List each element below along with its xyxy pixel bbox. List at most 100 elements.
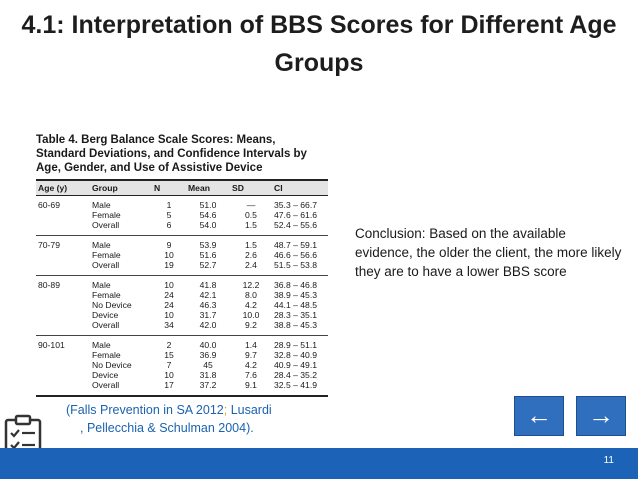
citation-line-1: (Falls Prevention in SA 2012; Lusardi — [66, 401, 272, 419]
table-row: No Device 24 46.3 4.2 44.1 – 48.5 — [36, 300, 328, 310]
table-row: Device 10 31.7 10.0 28.3 – 35.1 — [36, 310, 328, 320]
column-header-age: Age (y) — [36, 179, 90, 196]
cell-age — [36, 320, 90, 336]
table-header-row: Age (y) Group N Mean SD CI — [36, 179, 328, 196]
cell-age — [36, 350, 90, 360]
column-header-sd: SD — [230, 179, 272, 196]
cell-sd: 2.6 — [245, 250, 257, 260]
table-row: 70-79 Male 9 53.9 1.5 48.7 – 59.1 — [36, 236, 328, 251]
cell-n: 5 — [166, 210, 172, 220]
cell-mean: 53.9 — [199, 240, 217, 250]
table-row: Overall 17 37.2 9.1 32.5 – 41.9 — [36, 380, 328, 397]
table-row: 80-89 Male 10 41.8 12.2 36.8 – 46.8 — [36, 276, 328, 291]
cell-sd: 2.4 — [230, 260, 272, 276]
cell-age — [36, 380, 90, 397]
cell-mean: 36.9 — [199, 350, 217, 360]
previous-slide-button[interactable]: ← — [514, 396, 564, 436]
cell-age: 60-69 — [38, 200, 60, 210]
cell-ci: 32.8 – 40.9 — [274, 350, 318, 360]
cell-age — [36, 360, 90, 370]
cell-mean: 37.2 — [186, 380, 230, 397]
column-header-mean: Mean — [186, 179, 230, 196]
cell-group: Female — [92, 250, 121, 260]
cell-sd: 9.2 — [230, 320, 272, 336]
cell-n: 7 — [166, 360, 172, 370]
cell-group: Overall — [90, 220, 152, 236]
citation-part-2: Lusardi — [227, 403, 272, 417]
cell-sd: 7.6 — [245, 370, 257, 380]
cell-mean: 46.3 — [199, 300, 217, 310]
cell-group: Overall — [90, 380, 152, 397]
table-row: Female 24 42.1 8.0 38.9 – 45.3 — [36, 290, 328, 300]
cell-sd: 4.2 — [245, 300, 257, 310]
cell-group: Female — [92, 290, 121, 300]
cell-n: 17 — [152, 380, 186, 397]
cell-n: 24 — [164, 300, 174, 310]
cell-group: Device — [92, 370, 119, 380]
table-row: Overall 19 52.7 2.4 51.5 – 53.8 — [36, 260, 328, 276]
cell-group: Female — [92, 350, 121, 360]
cell-sd: — — [246, 200, 256, 210]
cell-mean: 54.6 — [199, 210, 217, 220]
page-number: 11 — [603, 455, 614, 466]
cell-mean: 42.0 — [186, 320, 230, 336]
table-row: Overall 6 54.0 1.5 52.4 – 55.6 — [36, 220, 328, 236]
table-row: Overall 34 42.0 9.2 38.8 – 45.3 — [36, 320, 328, 336]
cell-ci: 38.8 – 45.3 — [272, 320, 328, 336]
cell-age: 70-79 — [38, 240, 60, 250]
cell-ci: 44.1 – 48.5 — [274, 300, 318, 310]
cell-mean: 52.7 — [186, 260, 230, 276]
cell-ci: 35.3 – 66.7 — [274, 200, 318, 210]
cell-age — [36, 310, 90, 320]
cell-ci: 51.5 – 53.8 — [272, 260, 328, 276]
cell-mean: 42.1 — [199, 290, 217, 300]
table-row: Female 5 54.6 0.5 47.6 – 61.6 — [36, 210, 328, 220]
bbs-table-figure: Table 4. Berg Balance Scale Scores: Mean… — [36, 133, 328, 397]
cell-ci: 28.3 – 35.1 — [274, 310, 318, 320]
table-body: 60-69 Male 1 51.0 — 35.3 – 66.7 Female 5 54.6 0.5… — [36, 196, 328, 397]
cell-sd: 1.4 — [245, 340, 257, 350]
cell-group: Male — [92, 240, 111, 250]
cell-sd: 9.1 — [230, 380, 272, 397]
table-row: Female 15 36.9 9.7 32.8 – 40.9 — [36, 350, 328, 360]
cell-n: 9 — [166, 240, 172, 250]
citation-part-1: (Falls Prevention in SA 2012 — [66, 403, 224, 417]
cell-ci: 38.9 – 45.3 — [274, 290, 318, 300]
cell-n: 10 — [164, 280, 174, 290]
cell-n: 10 — [164, 310, 174, 320]
arrow-left-icon: ← — [526, 400, 552, 430]
cell-group: Male — [92, 280, 111, 290]
bbs-table: Age (y) Group N Mean SD CI 60-69 Male 1 51.… — [36, 179, 328, 397]
cell-group: Overall — [90, 320, 152, 336]
column-header-n: N — [152, 179, 186, 196]
cell-mean: 40.0 — [199, 340, 217, 350]
cell-group: No Device — [92, 360, 132, 370]
cell-age — [36, 260, 90, 276]
cell-n: 10 — [164, 370, 174, 380]
arrow-right-icon: → — [588, 400, 614, 430]
cell-group: No Device — [92, 300, 132, 310]
table-caption: Table 4. Berg Balance Scale Scores: Mean… — [36, 134, 307, 174]
cell-ci: 36.8 – 46.8 — [274, 280, 318, 290]
bottom-bar: 11 — [0, 448, 638, 479]
cell-mean: 31.7 — [199, 310, 217, 320]
cell-ci: 28.9 – 51.1 — [274, 340, 318, 350]
cell-mean: 31.8 — [199, 370, 217, 380]
cell-mean: 41.8 — [199, 280, 217, 290]
conclusion-text: Conclusion: Based on the available evide… — [355, 226, 622, 279]
cell-n: 19 — [152, 260, 186, 276]
cell-age — [36, 290, 90, 300]
slide-title: 4.1: Interpretation of BBS Scores for Di… — [21, 11, 617, 77]
cell-n: 15 — [164, 350, 174, 360]
next-slide-button[interactable]: → — [576, 396, 626, 436]
cell-mean: 51.0 — [199, 200, 217, 210]
cell-group: Male — [92, 340, 111, 350]
cell-group: Female — [92, 210, 121, 220]
cell-mean: 54.0 — [186, 220, 230, 236]
cell-group: Device — [92, 310, 119, 320]
cell-n: 10 — [164, 250, 174, 260]
cell-n: 1 — [166, 200, 172, 210]
citation-separator: ; — [223, 403, 228, 417]
cell-ci: 52.4 – 55.6 — [272, 220, 328, 236]
column-header-ci: CI — [272, 179, 328, 196]
